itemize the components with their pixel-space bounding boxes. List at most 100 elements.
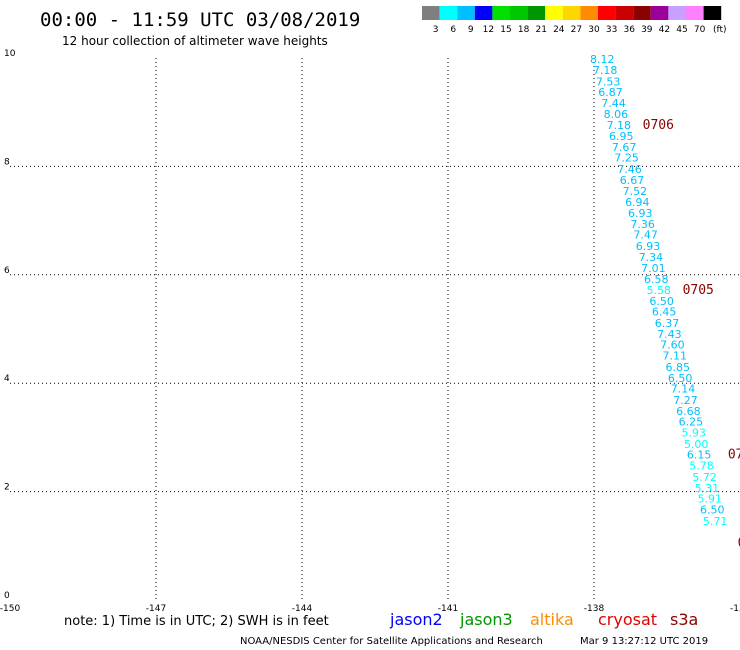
swh-point-label: 8.12	[590, 53, 615, 66]
swh-point-label: 7.11	[663, 350, 688, 363]
swh-point-label: 6.67	[620, 174, 645, 187]
x-tick-label: -138	[584, 604, 605, 614]
swh-point-label: 6.87	[598, 86, 623, 99]
time-labels: 0706 0705 070 07	[643, 118, 740, 551]
satellite-name-altika: altika	[530, 610, 574, 629]
legend-label: 33	[606, 25, 617, 35]
swh-point-label: 7.18	[593, 64, 618, 77]
legend-label: 39	[641, 25, 653, 35]
satellite-name-s3a: s3a	[670, 610, 698, 629]
legend-swatch	[668, 6, 686, 20]
swh-point-label: 7.44	[601, 97, 626, 110]
legend-unit: (ft)	[713, 25, 727, 35]
satellite-legend: jason2 jason3 altika cryosat s3a	[389, 610, 698, 629]
legend-label: 6	[450, 25, 456, 35]
swh-point-label: 7.47	[633, 229, 658, 242]
footer-timestamp: Mar 9 13:27:12 UTC 2019	[580, 636, 708, 647]
legend-label: 42	[659, 25, 670, 35]
x-tick-label: -144	[292, 604, 313, 614]
swh-point-label: 7.25	[614, 152, 639, 165]
swh-point-label: 7.34	[639, 251, 664, 264]
swh-point-label: 7.18	[607, 119, 632, 132]
swh-point-label: 6.68	[676, 405, 701, 418]
legend-swatch	[510, 6, 528, 20]
x-tick-label: -147	[146, 604, 166, 614]
y-tick-label: 0	[4, 591, 10, 601]
swh-point-label: 6.95	[609, 130, 634, 143]
swh-point-label: 7.36	[630, 218, 655, 231]
swh-point-label: 7.27	[673, 394, 698, 407]
swh-point-label: 7.52	[623, 185, 648, 198]
swh-point-label: 6.50	[700, 503, 725, 516]
swh-point-label: 7.67	[612, 141, 637, 154]
time-label: 0706	[643, 118, 674, 133]
legend-swatch	[633, 6, 651, 20]
legend-label: 36	[623, 25, 635, 35]
legend-swatch	[439, 6, 458, 20]
swh-point-label: 7.14	[671, 383, 696, 396]
legend-label: 70	[694, 25, 706, 35]
legend-swatch	[457, 6, 475, 20]
swh-point-label: 6.93	[636, 240, 661, 253]
swh-point-label: 5.93	[682, 427, 707, 440]
swh-point-label: 6.45	[652, 306, 677, 319]
legend-swatch	[650, 6, 669, 20]
swh-point-label: 5.71	[703, 515, 728, 528]
legend-label: 30	[588, 25, 600, 35]
swh-point-label: 6.25	[679, 416, 704, 429]
time-label: 07	[738, 536, 740, 551]
swh-point-label: 6.15	[687, 449, 712, 462]
swh-point-label: 5.78	[689, 460, 714, 473]
swh-point-label: 5.58	[646, 284, 671, 297]
swh-point-label: 5.91	[698, 493, 723, 506]
swh-point-label: 6.58	[644, 273, 669, 286]
legend-swatch	[562, 6, 581, 20]
y-tick-label: 4	[4, 374, 10, 384]
plot-grid	[10, 58, 740, 600]
legend-label: 27	[571, 25, 582, 35]
legend-swatch	[545, 6, 563, 20]
swh-point-label: 7.60	[660, 339, 685, 352]
time-label: 070	[728, 448, 740, 463]
x-tick-label: -141	[438, 604, 458, 614]
legend-swatch	[703, 6, 722, 20]
wave-height-points: 8.127.187.536.877.448.067.186.957.677.25…	[590, 53, 727, 528]
x-tick-label: -13	[730, 604, 740, 614]
legend-swatch	[422, 6, 440, 20]
y-tick-label: 6	[4, 266, 10, 276]
chart-subtitle: 12 hour collection of altimeter wave hei…	[62, 34, 328, 48]
chart-title: 00:00 - 11:59 UTC 03/08/2019	[40, 9, 360, 31]
satellite-name-jason2: jason2	[389, 610, 443, 629]
swh-point-label: 5.31	[695, 482, 720, 495]
swh-point-label: 6.50	[649, 295, 674, 308]
legend-swatch	[580, 6, 598, 20]
swh-point-label: 8.06	[604, 108, 629, 121]
y-tick-label: 10	[4, 49, 16, 59]
swh-point-label: 7.46	[617, 163, 642, 176]
legend-label: 45	[676, 25, 687, 35]
legend-label: 24	[553, 25, 565, 35]
axis-ticks: -150 -147 -144 -141 -138 -13 0 2 4 6 8 10	[0, 49, 740, 614]
satellite-name-jason3: jason3	[459, 610, 513, 629]
satellite-name-cryosat: cryosat	[598, 610, 657, 629]
swh-point-label: 6.94	[625, 196, 650, 209]
legend-label: 9	[468, 25, 474, 35]
color-legend: 3 6 9 12 15 18 21 24 27 30 33 36 39 42 45 70	[422, 6, 722, 35]
legend-label: 18	[518, 25, 530, 35]
legend-label: 12	[483, 25, 494, 35]
legend-label: 3	[433, 25, 439, 35]
legend-label: 21	[535, 25, 546, 35]
swh-point-label: 6.50	[668, 372, 693, 385]
swh-point-label: 5.00	[684, 438, 709, 451]
x-tick-label: -150	[0, 604, 20, 614]
legend-swatch	[598, 6, 616, 20]
time-label: 0705	[683, 283, 714, 298]
legend-swatch	[527, 6, 546, 20]
legend-swatch	[686, 6, 704, 20]
swh-point-label: 7.53	[596, 75, 621, 88]
swh-point-label: 7.01	[641, 262, 666, 275]
legend-swatch	[615, 6, 634, 20]
swh-point-label: 7.43	[657, 328, 682, 341]
footer-credit: NOAA/NESDIS Center for Satellite Applica…	[240, 636, 543, 647]
swh-point-label: 6.93	[628, 207, 653, 220]
